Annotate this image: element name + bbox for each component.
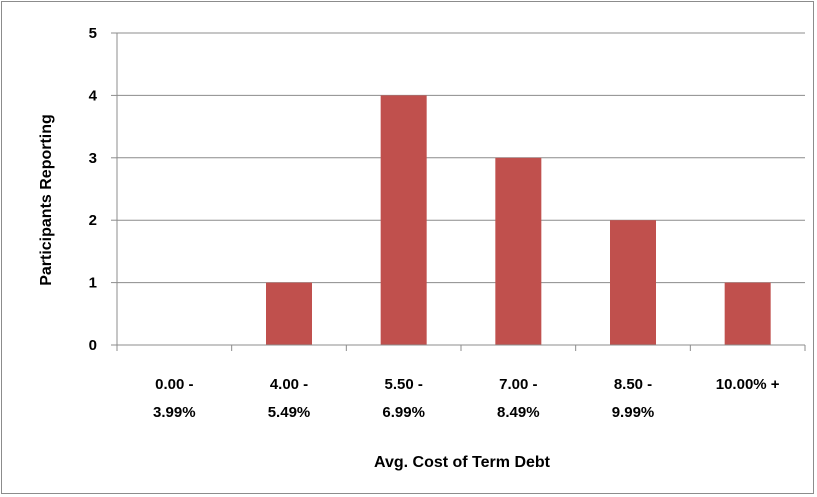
tick-labels: 0 1 2 3 4 5 0.00 -3.99% 4.00 -5.49% 5.50 -6.99% 7… (89, 25, 780, 421)
x-axis-title: Avg. Cost of Term Debt (374, 454, 551, 471)
y-tick-label: 4 (89, 87, 98, 104)
y-tick-label: 1 (89, 275, 97, 292)
x-tick-label: 5.50 -6.99% (382, 376, 425, 421)
y-axis-title: Participants Reporting (38, 114, 55, 286)
x-tick-label: 7.00 -8.49% (497, 376, 540, 421)
y-tick-label: 5 (89, 25, 97, 42)
bar (610, 220, 656, 345)
axes (111, 32, 806, 351)
bars (266, 95, 771, 346)
bar (380, 95, 427, 346)
x-tick-label: 8.50 -9.99% (612, 376, 655, 421)
x-tick-label: 4.00 -5.49% (268, 376, 311, 421)
y-tick-label: 2 (89, 212, 97, 229)
bar (724, 282, 771, 345)
y-tick-label: 0 (89, 337, 97, 354)
bar (266, 282, 312, 345)
gridlines (117, 32, 805, 284)
x-tick-label: 0.00 -3.99% (153, 376, 196, 421)
x-tick-label: 10.00% + (716, 376, 780, 393)
y-tick-label: 3 (89, 150, 97, 167)
bar (495, 157, 542, 345)
